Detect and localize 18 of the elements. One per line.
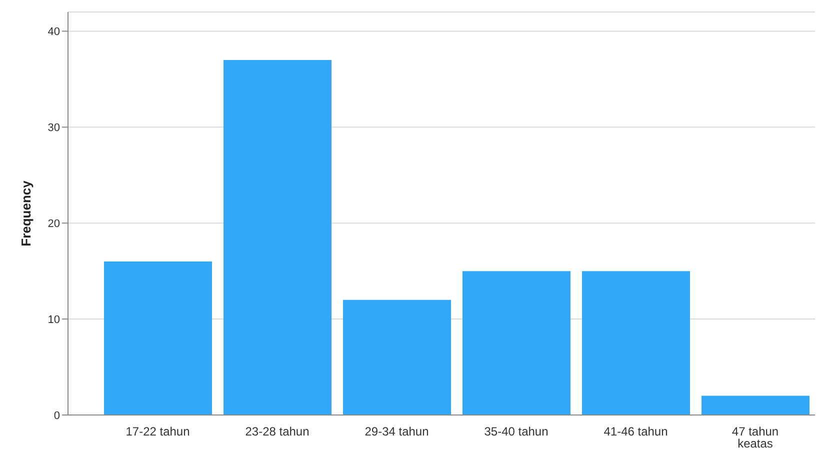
bar: [343, 300, 451, 415]
x-tick-label: 47 tahun keatas: [732, 424, 779, 451]
x-tick-label: 41-46 tahun: [604, 424, 668, 439]
y-tick-label: 30: [48, 122, 60, 134]
x-tick-label: 29-34 tahun: [364, 424, 429, 439]
x-tick-label: 23-28 tahun: [245, 424, 310, 439]
bar: [702, 396, 810, 415]
bar: [462, 271, 570, 415]
y-tick-label: 10: [48, 314, 60, 326]
y-tick-label: 0: [54, 410, 60, 422]
bar: [582, 271, 690, 415]
x-tick-label: 35-40 tahun: [484, 424, 548, 439]
y-tick-label: 40: [48, 26, 60, 38]
x-tick-label: 17-22 tahun: [126, 424, 190, 439]
bar: [224, 60, 332, 415]
y-axis-title: Frequency: [18, 180, 34, 246]
y-tick-label: 20: [48, 218, 60, 230]
bar: [104, 261, 212, 415]
